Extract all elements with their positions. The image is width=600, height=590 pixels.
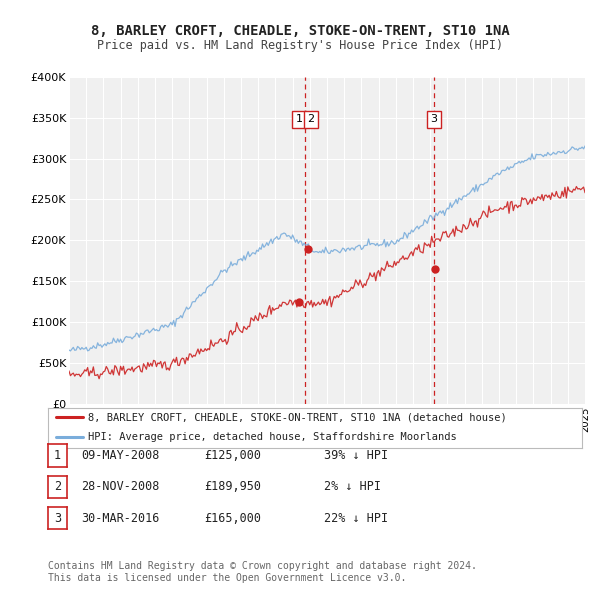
Text: 39% ↓ HPI: 39% ↓ HPI	[324, 449, 388, 462]
Text: 2: 2	[54, 480, 61, 493]
Text: Contains HM Land Registry data © Crown copyright and database right 2024.
This d: Contains HM Land Registry data © Crown c…	[48, 561, 477, 583]
Text: 3: 3	[430, 114, 437, 124]
Text: 2% ↓ HPI: 2% ↓ HPI	[324, 480, 381, 493]
Text: 1: 1	[54, 449, 61, 462]
Text: 2: 2	[308, 114, 315, 124]
Text: 28-NOV-2008: 28-NOV-2008	[81, 480, 160, 493]
Text: 8, BARLEY CROFT, CHEADLE, STOKE-ON-TRENT, ST10 1NA (detached house): 8, BARLEY CROFT, CHEADLE, STOKE-ON-TRENT…	[88, 412, 507, 422]
Text: HPI: Average price, detached house, Staffordshire Moorlands: HPI: Average price, detached house, Staf…	[88, 432, 457, 442]
Text: 8, BARLEY CROFT, CHEADLE, STOKE-ON-TRENT, ST10 1NA: 8, BARLEY CROFT, CHEADLE, STOKE-ON-TRENT…	[91, 24, 509, 38]
Text: 3: 3	[54, 512, 61, 525]
Text: 09-MAY-2008: 09-MAY-2008	[81, 449, 160, 462]
Text: 30-MAR-2016: 30-MAR-2016	[81, 512, 160, 525]
Text: 22% ↓ HPI: 22% ↓ HPI	[324, 512, 388, 525]
Text: £125,000: £125,000	[204, 449, 261, 462]
Text: Price paid vs. HM Land Registry's House Price Index (HPI): Price paid vs. HM Land Registry's House …	[97, 39, 503, 52]
Text: 1: 1	[296, 114, 302, 124]
Text: £189,950: £189,950	[204, 480, 261, 493]
Text: £165,000: £165,000	[204, 512, 261, 525]
